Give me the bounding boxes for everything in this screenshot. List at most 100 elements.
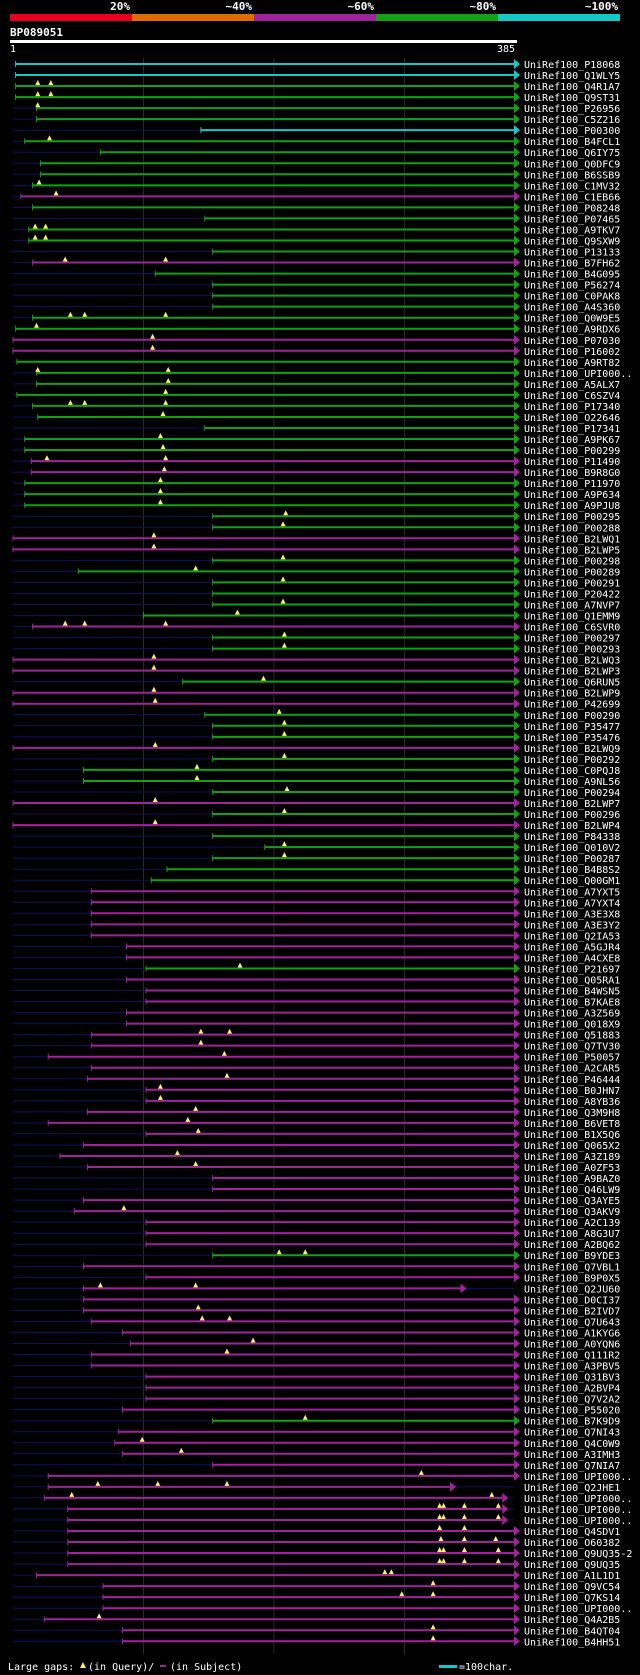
hit-end-arrow [514, 312, 520, 323]
hit-end-arrow [514, 1150, 520, 1161]
hit-row: UniRef100_Q46LW9 [13, 1184, 620, 1196]
hit-row: UniRef100_B4QT04 [13, 1624, 620, 1637]
hit-row: UniRef100_Q2JU60 [13, 1282, 620, 1295]
query-gap-marker [151, 653, 157, 659]
hit-end-arrow [514, 114, 520, 125]
query-gap-marker [95, 1480, 101, 1486]
query-gap-marker [461, 1524, 467, 1530]
query-gap-marker [43, 223, 49, 229]
hit-label: UniRef100_Q1EMM9 [524, 612, 620, 623]
hit-end-arrow [514, 1327, 520, 1338]
hit-row: UniRef100_A7YXT4 [13, 897, 620, 909]
hit-end-arrow [514, 886, 520, 897]
hit-end-arrow [514, 1272, 520, 1283]
hit-end-arrow [514, 500, 520, 511]
hit-row: UniRef100_P07030 [12, 333, 620, 347]
query-gap-marker [150, 333, 156, 339]
hit-label: UniRef100_Q111R2 [524, 1351, 620, 1362]
hit-end-arrow [514, 235, 520, 246]
hit-label: UniRef100_Q46LW9 [524, 1185, 620, 1196]
hit-end-arrow [514, 224, 520, 235]
hit-end-arrow [450, 1481, 457, 1492]
query-gap-marker [35, 366, 41, 372]
query-gap-marker [441, 1513, 447, 1519]
hit-label: UniRef100_C1EB66 [524, 192, 620, 203]
hit-label: UniRef100_C0PAK8 [524, 292, 620, 303]
query-gap-marker [280, 554, 286, 560]
legend-swatch [498, 14, 620, 21]
hit-label: UniRef100_A5GJR4 [524, 942, 620, 953]
hit-end-arrow [514, 555, 520, 566]
query-gap-marker [139, 1436, 145, 1442]
hit-row: UniRef100_A4CXE8 [13, 952, 620, 964]
hit-row: UniRef100_B7FH62 [13, 256, 620, 270]
hit-end-arrow [514, 1448, 520, 1459]
hit-label: UniRef100_Q9SXW9 [524, 236, 620, 247]
hit-label: UniRef100_C0PQJ8 [524, 766, 620, 777]
hit-end-arrow [514, 764, 520, 775]
hit-label: UniRef100_B2LWQ3 [524, 656, 620, 667]
hit-end-arrow [514, 434, 520, 445]
hit-end-arrow [514, 709, 520, 720]
hit-end-arrow [514, 1128, 520, 1139]
hit-label: UniRef100_B6SSB9 [524, 170, 620, 181]
query-gap-marker [198, 1039, 204, 1045]
query-gap-marker [35, 91, 41, 97]
hit-row: UniRef100_B9P0X5 [13, 1272, 620, 1284]
hit-row: UniRef100_B4B8S2 [13, 864, 620, 876]
hit-end-arrow [514, 577, 520, 588]
hit-label: UniRef100_P11970 [524, 479, 620, 490]
hit-end-arrow [514, 279, 520, 290]
hit-end-arrow [514, 1117, 520, 1128]
hit-end-arrow [514, 378, 520, 389]
hit-label: UniRef100_A0YQN6 [524, 1339, 620, 1350]
hit-label: UniRef100_C1MV32 [524, 181, 620, 192]
hit-row: UniRef100_P46444 [13, 1072, 620, 1086]
hit-end-arrow [514, 1570, 520, 1581]
query-gap-marker [461, 1558, 467, 1564]
hit-label: UniRef100_P00290 [524, 711, 620, 722]
hit-label: UniRef100_Q2IA53 [524, 931, 620, 942]
hit-end-arrow [514, 930, 520, 941]
query-gap-marker [165, 377, 171, 383]
hit-label: UniRef100_B2LWP7 [524, 799, 620, 810]
hit-end-arrow [514, 511, 520, 522]
hit-end-arrow [514, 1073, 520, 1084]
hit-label: UniRef100_P17341 [524, 424, 620, 435]
hit-end-arrow [514, 643, 520, 654]
hit-row: UniRef100_A5ALX7 [13, 377, 620, 391]
query-gap-marker [151, 532, 157, 538]
hit-row: UniRef100_A7YXT5 [13, 886, 620, 898]
query-gap-marker [96, 1613, 102, 1619]
query-gap-marker [430, 1580, 436, 1586]
hit-row: UniRef100_Q018X9 [13, 1018, 620, 1031]
hit-row: UniRef100_Q7VBL1 [13, 1261, 620, 1273]
hit-row: UniRef100_Q7NIA7 [13, 1459, 620, 1472]
hit-end-arrow [514, 400, 520, 411]
hit-row: UniRef100_Q2IA53 [13, 930, 620, 942]
hit-label: UniRef100_P08248 [524, 203, 620, 214]
hit-label: UniRef100_A3Z189 [524, 1152, 620, 1163]
query-gap-marker [44, 455, 50, 461]
hit-label: UniRef100_Q9VC54 [524, 1582, 620, 1593]
hit-label: UniRef100_A1L1D1 [524, 1571, 620, 1582]
query-gap-marker [227, 1028, 233, 1034]
hit-label: UniRef100_Q9UQ35 [524, 1560, 620, 1571]
hit-row: UniRef100_B2IVD7 [13, 1304, 620, 1317]
query-gap-marker [195, 1127, 201, 1133]
hit-row: UniRef100_P21697 [13, 962, 620, 975]
query-gap-marker [418, 1469, 424, 1475]
hit-end-arrow [514, 1029, 520, 1040]
hit-row: UniRef100_Q9UQ35-2 [13, 1547, 632, 1560]
hit-end-arrow [514, 1404, 520, 1415]
hit-row: UniRef100_P11970 [13, 477, 620, 490]
hit-end-arrow [514, 191, 520, 202]
hit-label: UniRef100_UPI000.. [524, 1516, 632, 1527]
query-gap-marker [281, 719, 287, 725]
hit-end-arrow [514, 1349, 520, 1360]
hit-row: UniRef100_B4FCL1 [13, 135, 620, 148]
query-gap-marker [194, 763, 200, 769]
hit-end-arrow [514, 1051, 520, 1062]
hit-end-arrow [460, 1283, 467, 1294]
query-gap-marker [430, 1624, 436, 1630]
